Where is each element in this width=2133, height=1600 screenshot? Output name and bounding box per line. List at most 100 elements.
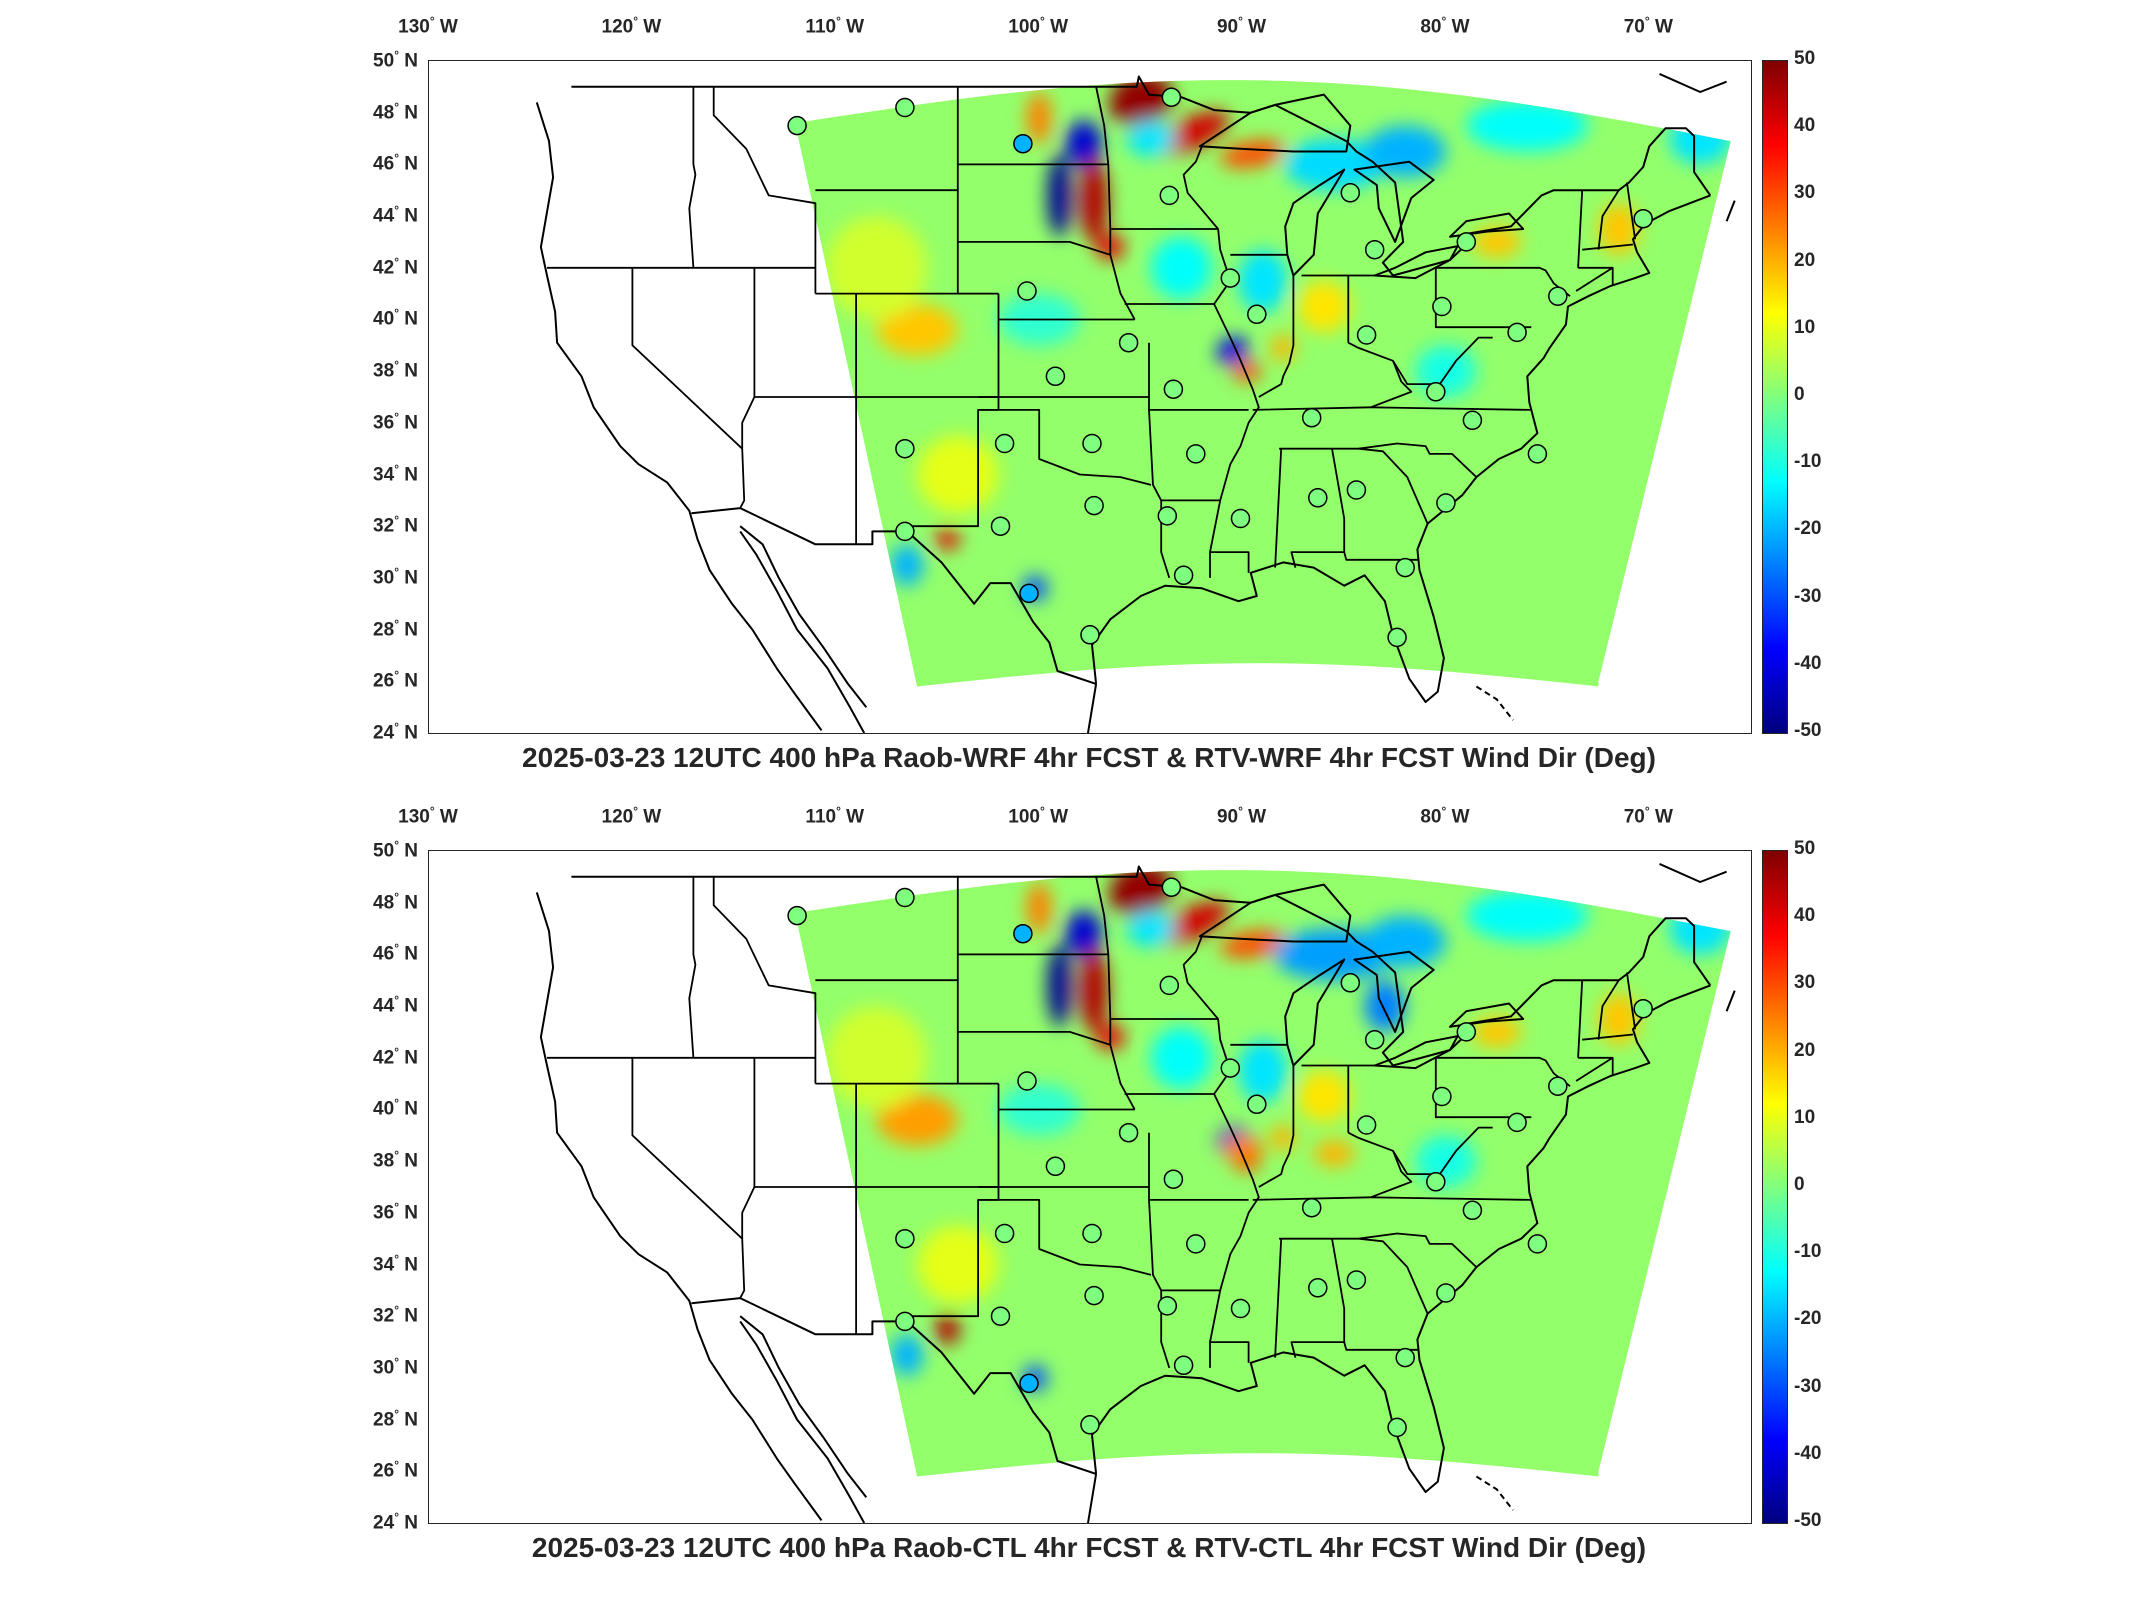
- lon-tick-label: 100° W: [1008, 14, 1069, 38]
- anomaly-patch: [1598, 993, 1640, 1045]
- raob-station-marker: [990, 516, 1011, 536]
- anomaly-patch: [1220, 140, 1285, 168]
- state-border: [1577, 980, 1584, 1058]
- raob-station-marker: [1017, 281, 1037, 301]
- map-boundaries: [535, 72, 1736, 733]
- anomaly-patch: [935, 528, 960, 550]
- state-border: [1597, 979, 1620, 1040]
- colorbar-tick-label: 0: [1794, 384, 1805, 405]
- state-border: [1358, 1232, 1478, 1268]
- great-lake-outline: [1284, 958, 1346, 1067]
- raob-station-marker: [1633, 208, 1653, 229]
- state-border: [1370, 406, 1532, 411]
- colorbar-tick-label: 10: [1794, 1106, 1816, 1128]
- map-plot-area: [428, 60, 1752, 734]
- raob-station-marker: [1013, 133, 1033, 154]
- great-lake-outline: [1449, 212, 1525, 238]
- lon-tick-label: 120° W: [601, 14, 662, 38]
- coastline: [1087, 683, 1098, 733]
- lat-tick-label: 30° N: [373, 1354, 418, 1379]
- anomaly-patch: [876, 304, 958, 356]
- colorbar-tick-label: -50: [1794, 720, 1822, 741]
- lon-tick-label: 110° W: [805, 804, 865, 828]
- anomaly-patch: [890, 1334, 924, 1376]
- raob-station-marker: [1082, 1223, 1102, 1244]
- colorbar-tick-label: 30: [1794, 182, 1816, 204]
- raob-station-marker: [1432, 1086, 1452, 1107]
- lat-tick-label: 44° N: [373, 203, 418, 227]
- raob-station-marker: [1308, 1278, 1328, 1298]
- raob-stations: [787, 877, 1653, 1438]
- raob-station-marker: [1230, 1298, 1251, 1319]
- colorbar-tick-label: 20: [1794, 1039, 1816, 1061]
- colorbar-tick-label: 30: [1794, 972, 1816, 994]
- state-border: [1582, 1033, 1634, 1041]
- coastline: [1475, 685, 1514, 721]
- state-border: [712, 86, 817, 294]
- coastline: [1725, 200, 1736, 222]
- colorbar-tick-label: 50: [1794, 838, 1816, 859]
- colorbar: [1762, 850, 1788, 1524]
- colorbar-tick-label: 0: [1794, 1174, 1805, 1195]
- raob-stations: [787, 87, 1653, 648]
- raob-station-marker: [1163, 379, 1184, 399]
- lon-tick-label: 90° W: [1216, 14, 1267, 38]
- raob-station-marker: [1387, 1417, 1407, 1438]
- coastline: [739, 1315, 868, 1498]
- raob-station-marker: [1395, 557, 1415, 578]
- lat-tick-label: 48° N: [373, 99, 418, 124]
- raob-station-marker: [895, 1228, 915, 1249]
- anomaly-patch: [1220, 930, 1285, 958]
- raob-station-marker: [1186, 444, 1206, 464]
- lat-tick-label: 40° N: [373, 306, 418, 330]
- lat-tick-label: 28° N: [373, 616, 418, 640]
- lon-tick-label: 90° W: [1216, 804, 1267, 828]
- state-border: [957, 241, 1111, 256]
- coastline: [1659, 72, 1727, 93]
- anomaly-patch: [1415, 345, 1477, 398]
- state-border: [978, 409, 1152, 486]
- state-border: [1577, 190, 1584, 268]
- state-border: [631, 267, 743, 450]
- panel-title: 2025-03-23 12UTC 400 hPa Raob-CTL 4hr FC…: [531, 1532, 1647, 1563]
- state-border: [688, 86, 697, 268]
- state-border: [1274, 448, 1283, 568]
- state-border: [1370, 1196, 1532, 1201]
- state-border: [957, 1031, 1111, 1046]
- raob-station-marker: [1436, 493, 1456, 513]
- raob-station-marker: [1161, 87, 1182, 107]
- anomaly-patch: [1271, 335, 1296, 361]
- anomaly-patch: [1669, 112, 1731, 165]
- raob-station-marker: [1548, 1076, 1568, 1096]
- raob-station-marker: [1019, 583, 1039, 604]
- coastline: [1725, 990, 1736, 1012]
- raob-station-marker: [1220, 1058, 1241, 1078]
- anomaly-patch: [1364, 915, 1446, 968]
- coastline: [1475, 1475, 1514, 1511]
- anomaly-patch: [1222, 1135, 1263, 1162]
- state-border: [1182, 145, 1260, 578]
- anomaly-patch: [1669, 902, 1731, 955]
- raob-station-marker: [1462, 410, 1483, 431]
- raob-station-marker: [1633, 998, 1653, 1019]
- lon-tick-label: 70° W: [1623, 804, 1673, 828]
- raob-station-marker: [1045, 1156, 1066, 1177]
- lon-tick-label: 130° W: [398, 14, 458, 38]
- anomaly-patch: [1126, 910, 1176, 947]
- lon-tick-label: 110° W: [805, 14, 865, 38]
- raob-station-marker: [1436, 1283, 1456, 1303]
- anomaly-patch: [825, 216, 928, 320]
- raob-station-marker: [895, 1311, 915, 1332]
- raob-station-marker: [1161, 877, 1182, 897]
- coastline: [739, 530, 866, 733]
- state-border: [1182, 935, 1260, 1368]
- anomaly-patch: [1027, 882, 1052, 934]
- lat-tick-label: 48° N: [373, 889, 418, 914]
- state-border: [712, 876, 817, 1084]
- state-border: [1434, 267, 1532, 329]
- anomaly-patch: [1238, 249, 1288, 312]
- raob-station-marker: [1340, 973, 1361, 993]
- lon-tick-label: 130° W: [398, 804, 458, 828]
- coastline: [535, 892, 823, 1521]
- state-border: [1392, 336, 1493, 385]
